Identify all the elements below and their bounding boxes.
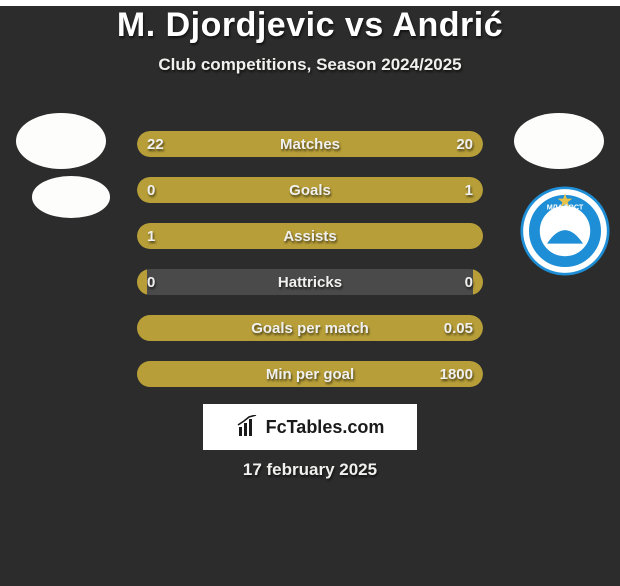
stat-row: Assists1 <box>137 223 483 249</box>
stat-row: Matches22 20 <box>137 131 483 157</box>
fctables-logo-icon <box>236 415 260 439</box>
footer-date: 17 february 2025 <box>0 460 620 480</box>
bar-value-left: 0 <box>147 177 155 203</box>
club-right-badge: МЛАДОСТ <box>520 186 610 276</box>
bar-label: Min per goal <box>137 361 483 387</box>
bar-label: Matches <box>137 131 483 157</box>
bar-value-right: 1800 <box>440 361 473 387</box>
stat-row: Goals per match0.05 <box>137 315 483 341</box>
avatar-placeholder-icon <box>514 113 604 169</box>
bar-value-right: 1 <box>465 177 473 203</box>
stat-row: Goals0 1 <box>137 177 483 203</box>
bar-value-right: 0 <box>465 269 473 295</box>
club-crest-icon: МЛАДОСТ <box>520 186 610 276</box>
bar-label: Assists <box>137 223 483 249</box>
player-right-avatar <box>514 96 604 186</box>
club-left-badge <box>26 152 116 242</box>
bar-value-right: 20 <box>456 131 473 157</box>
bar-value-right: 0.05 <box>444 315 473 341</box>
watermark-text: FcTables.com <box>266 417 385 438</box>
bar-value-left: 0 <box>147 269 155 295</box>
comparison-card: M. Djordjevic vs Andrić Club competition… <box>0 6 620 586</box>
watermark: FcTables.com <box>203 404 417 450</box>
bar-value-left: 22 <box>147 131 164 157</box>
bar-label: Hattricks <box>137 269 483 295</box>
bar-value-left: 1 <box>147 223 155 249</box>
subtitle: Club competitions, Season 2024/2025 <box>0 55 620 75</box>
bar-label: Goals per match <box>137 315 483 341</box>
svg-text:МЛАДОСТ: МЛАДОСТ <box>547 202 584 211</box>
club-placeholder-icon <box>32 176 109 217</box>
page-title: M. Djordjevic vs Andrić <box>0 6 620 45</box>
bar-label: Goals <box>137 177 483 203</box>
stat-row: Min per goal1800 <box>137 361 483 387</box>
stat-row: Hattricks0 0 <box>137 269 483 295</box>
stat-bars: Matches2220Goals01Assists1Hattricks00Goa… <box>137 131 483 407</box>
